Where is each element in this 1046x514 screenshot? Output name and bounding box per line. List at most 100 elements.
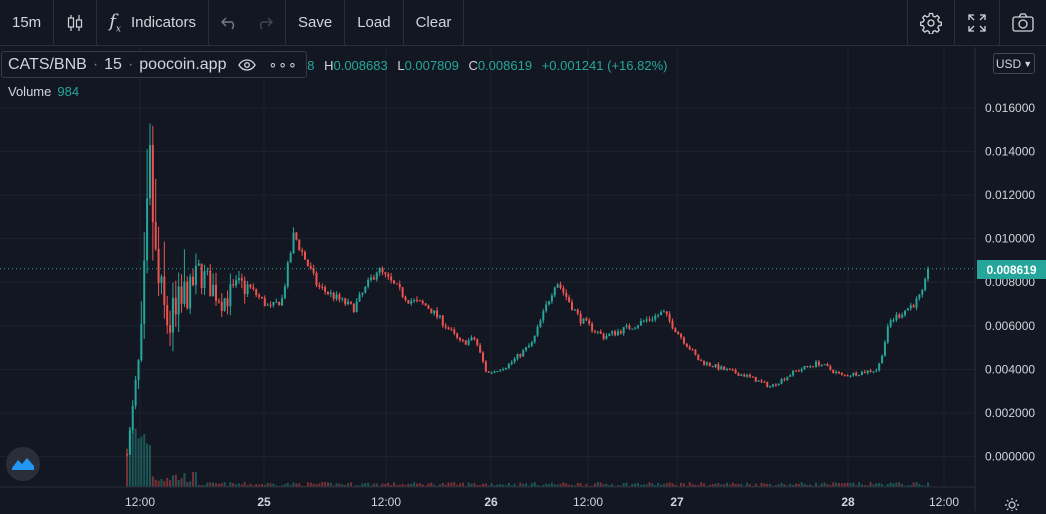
candle-body bbox=[306, 259, 309, 266]
clear-button[interactable]: Clear bbox=[404, 0, 464, 46]
candle-body bbox=[912, 305, 915, 308]
tradingview-logo[interactable] bbox=[6, 447, 40, 481]
candle-body bbox=[281, 298, 284, 306]
volume-bar bbox=[697, 485, 700, 487]
candle-body bbox=[582, 318, 585, 324]
volume-bar bbox=[889, 482, 892, 487]
price-chart[interactable]: 0.0000000.0020000.0040000.0060000.008000… bbox=[0, 47, 1046, 511]
toolbar-divider bbox=[954, 0, 955, 46]
chart-area[interactable]: 0.000000 0.002000 0.004000 0.006000 0.008000… bbox=[0, 47, 1046, 511]
eye-icon[interactable] bbox=[238, 58, 257, 71]
volume-bar bbox=[826, 483, 829, 487]
candle-body bbox=[413, 299, 416, 301]
volume-bar bbox=[490, 483, 493, 487]
candle-body bbox=[174, 297, 177, 315]
candle-body bbox=[682, 337, 685, 344]
load-button[interactable]: Load bbox=[345, 0, 402, 46]
candle-body bbox=[616, 331, 619, 336]
save-button[interactable]: Save bbox=[286, 0, 344, 46]
volume-bar bbox=[869, 482, 872, 487]
volume-bar bbox=[562, 482, 565, 487]
undo-button[interactable] bbox=[209, 0, 247, 46]
candle-body bbox=[220, 301, 223, 311]
volume-bar bbox=[424, 485, 427, 487]
volume-bar bbox=[235, 484, 238, 487]
candle-body bbox=[751, 376, 754, 378]
volume-bar bbox=[608, 485, 611, 487]
volume-bar bbox=[777, 484, 780, 487]
volume-bar bbox=[444, 484, 447, 487]
candle-body bbox=[797, 370, 800, 372]
candle-body bbox=[243, 280, 246, 295]
candle-body bbox=[309, 265, 312, 269]
volume-bar bbox=[306, 482, 309, 487]
volume-bar bbox=[476, 485, 479, 487]
candle-body bbox=[137, 360, 140, 380]
volume-bar bbox=[470, 483, 473, 487]
volume-bar bbox=[502, 484, 505, 487]
candle-body bbox=[401, 287, 404, 297]
candle-body bbox=[513, 358, 516, 363]
interval-button[interactable]: 15m bbox=[0, 0, 53, 46]
axis-settings-button[interactable] bbox=[1004, 497, 1020, 514]
candle-body bbox=[499, 370, 502, 372]
candle-body bbox=[668, 314, 671, 321]
currency-selector[interactable]: USD ▼ bbox=[993, 53, 1035, 74]
candle-body bbox=[450, 329, 453, 331]
candle-body bbox=[904, 310, 907, 316]
volume-bar bbox=[843, 483, 846, 487]
volume-bar bbox=[510, 485, 513, 487]
low-value: 0.007809 bbox=[404, 58, 459, 73]
volume-bar bbox=[545, 483, 548, 487]
volume-bar bbox=[295, 483, 298, 487]
volume-bar bbox=[249, 483, 252, 487]
volume-bar bbox=[519, 482, 522, 487]
candle-body bbox=[146, 198, 149, 261]
volume-bar bbox=[387, 482, 390, 487]
candle-body bbox=[160, 276, 163, 284]
candle-body bbox=[367, 279, 370, 287]
candle-body bbox=[163, 276, 166, 306]
volume-bar bbox=[794, 483, 797, 487]
volume-bar bbox=[892, 483, 895, 487]
volume-bar bbox=[553, 484, 556, 487]
candle-body bbox=[304, 251, 306, 260]
volume-bar bbox=[901, 483, 904, 487]
candle-body bbox=[852, 372, 855, 376]
volume-bar bbox=[616, 485, 619, 487]
more-options-icon[interactable]: ∘∘∘ bbox=[268, 56, 298, 72]
candle-body bbox=[479, 345, 482, 353]
screenshot-button[interactable] bbox=[1000, 0, 1046, 46]
volume-bar bbox=[657, 483, 660, 487]
volume-bar bbox=[927, 482, 929, 487]
volume-bar bbox=[599, 482, 602, 487]
candle-body bbox=[591, 323, 594, 331]
volume-bar bbox=[163, 481, 166, 487]
volume-bar bbox=[146, 443, 149, 487]
volume-bar bbox=[395, 484, 398, 487]
indicators-button[interactable]: fx Indicators bbox=[97, 0, 208, 46]
candle-body bbox=[192, 276, 195, 286]
currency-label: USD bbox=[995, 56, 1022, 71]
chart-type-button[interactable] bbox=[54, 0, 96, 46]
volume-bar bbox=[496, 484, 499, 487]
redo-button[interactable] bbox=[247, 0, 285, 46]
settings-button[interactable] bbox=[908, 0, 954, 46]
symbol-legend[interactable]: CATS/BNB · 15 · poocoin.app ∘∘∘ bbox=[1, 51, 307, 78]
candle-body bbox=[358, 294, 361, 302]
volume-bar bbox=[304, 485, 306, 487]
candle-body bbox=[671, 320, 674, 329]
candle-body bbox=[685, 343, 688, 347]
volume-bar bbox=[418, 483, 421, 487]
volume-bar bbox=[674, 484, 677, 487]
camera-icon bbox=[1012, 12, 1034, 33]
candle-body bbox=[565, 292, 568, 298]
fullscreen-button[interactable] bbox=[955, 0, 999, 46]
volume-bar bbox=[171, 475, 174, 487]
volume-bar bbox=[639, 484, 642, 487]
volume-bar bbox=[200, 485, 203, 487]
volume-bar bbox=[614, 485, 617, 487]
volume-bar bbox=[329, 482, 332, 487]
candle-body bbox=[645, 319, 648, 321]
volume-bar bbox=[180, 478, 183, 487]
